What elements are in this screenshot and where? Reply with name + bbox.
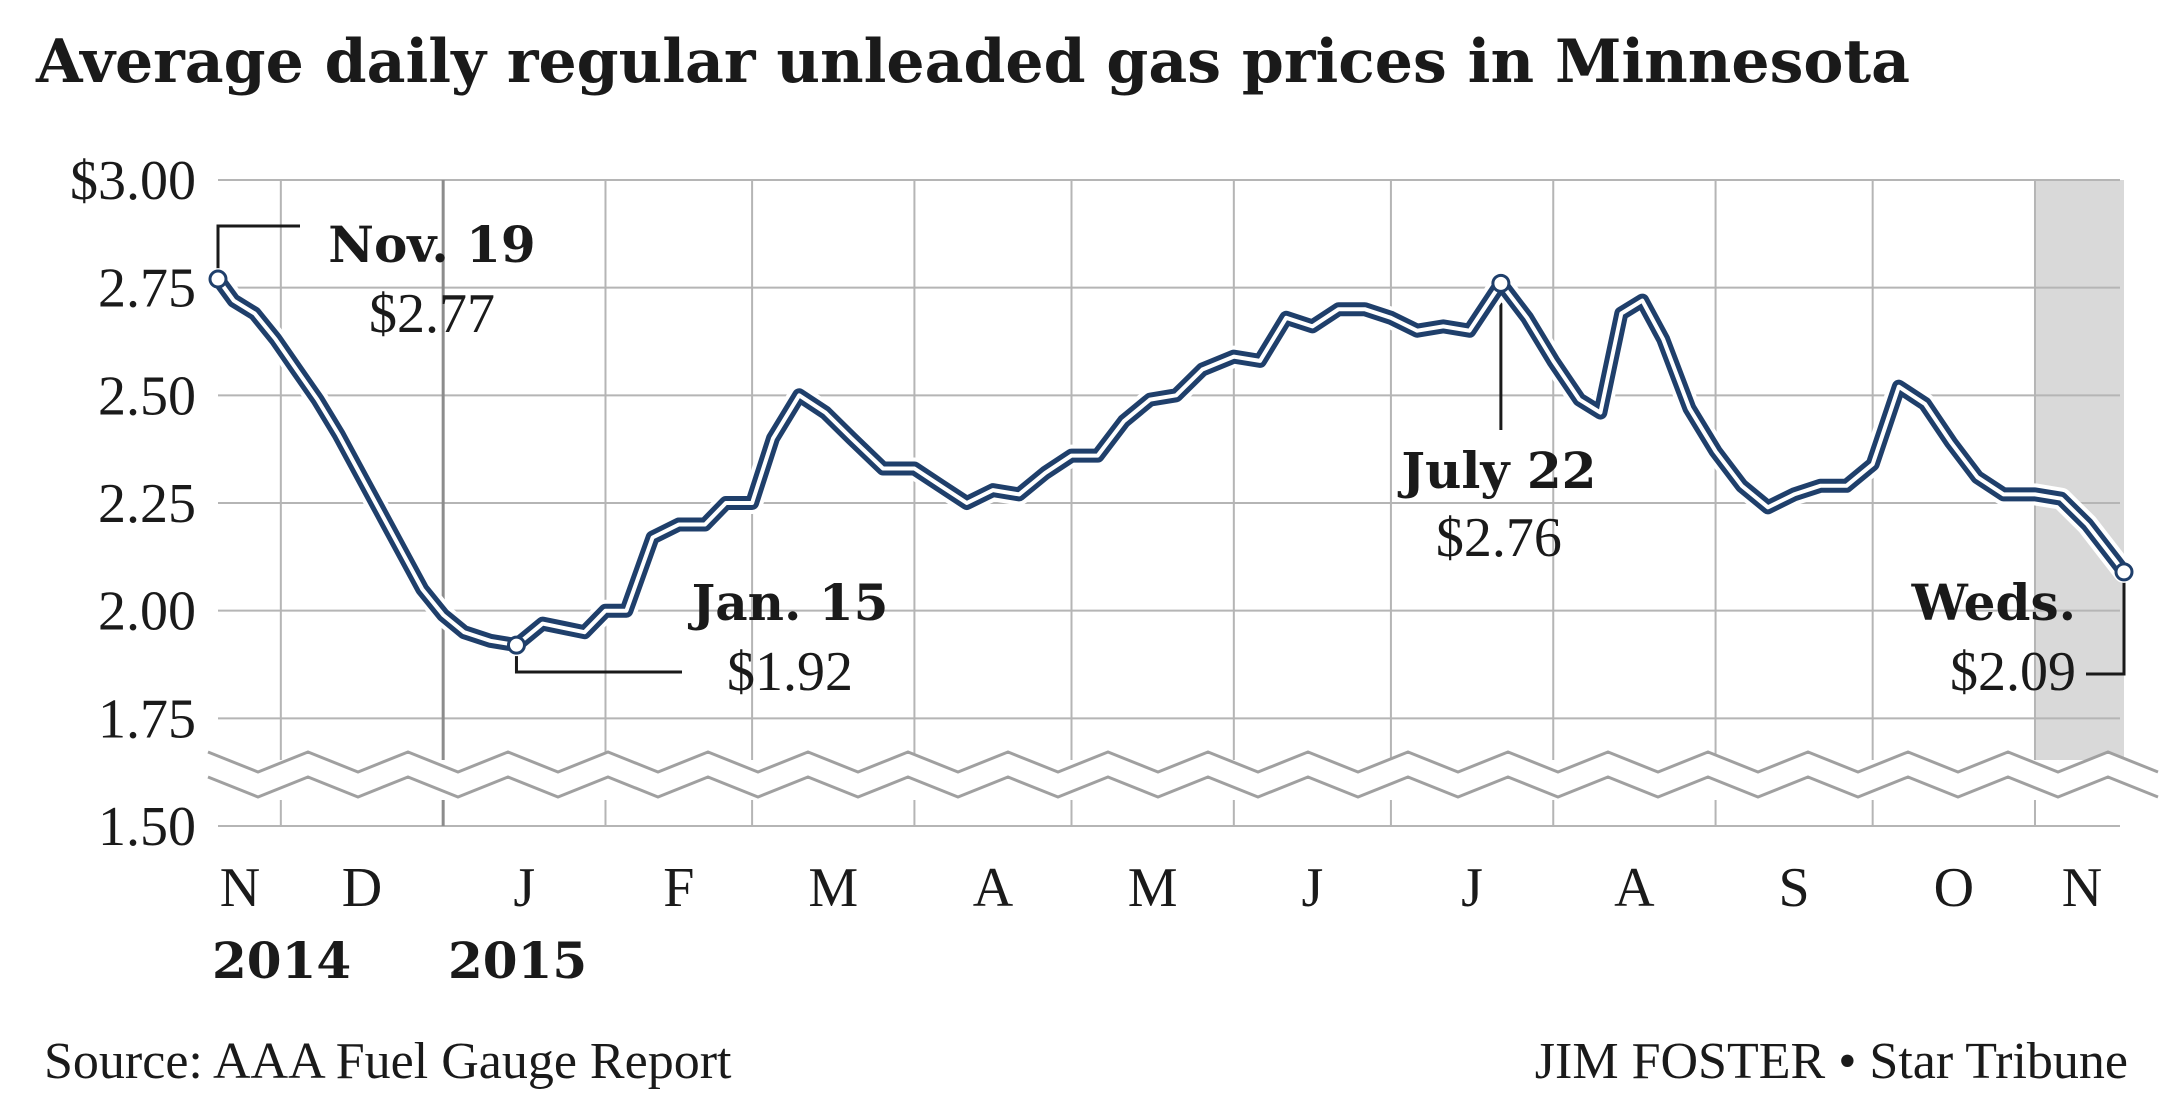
annotation-date: July 22 [1397,441,1596,500]
leader-line [514,645,682,674]
x-tick-label: O [1934,857,1974,919]
chart-title: Average daily regular unleaded gas price… [35,27,1910,97]
annotation-leaders [216,224,2126,676]
y-tick-label: 1.75 [98,688,196,750]
y-tick-label: 2.00 [98,581,196,643]
y-axis-labels: $3.00 2.75 2.50 2.25 2.00 1.75 1.50 [70,150,196,858]
annotation-labels: Nov. 19 $2.77 Jan. 15 $1.92 July 22 $2.76 Weds… [328,215,2076,703]
axis-break-line [207,750,2159,774]
gridlines [218,179,2120,827]
shaded-period [2034,180,2124,760]
y-tick-label: 2.50 [98,365,196,427]
x-tick-label: M [808,857,858,919]
y-tick-label: 1.50 [98,796,196,858]
x-tick-label: J [1301,857,1323,919]
series-line-group [207,268,2135,657]
annotation-points [208,269,2134,655]
year-labels: 2014 2015 [212,931,587,990]
y-tick-label: 2.75 [98,258,196,320]
annotation-point [1491,273,1511,293]
series-line-inner [216,277,2126,648]
x-tick-label: J [1461,857,1483,919]
annotation-price: $1.92 [727,641,853,703]
year-label: 2015 [448,931,587,990]
leader-line [2086,571,2126,676]
series-line [211,272,2131,653]
annotation-date: Jan. 15 [688,573,889,632]
axis-break [207,750,2160,800]
axis-break-line [207,775,2159,799]
source-note: Source: AAA Fuel Gauge Report [44,1033,732,1090]
x-tick-label: N [2062,857,2102,919]
x-tick-label: N [220,857,260,919]
year-label: 2014 [212,931,351,990]
credit-line: JIM FOSTER • Star Tribune [1535,1033,2128,1090]
annotation-date: Weds. [1911,573,2076,632]
x-tick-label: D [342,857,382,919]
annotation-date: Nov. 19 [328,215,535,274]
y-tick-label: 2.25 [98,473,196,535]
annotation-price: $2.76 [1436,507,1562,569]
annotation-price: $2.09 [1950,641,2076,703]
annotation-point [208,269,228,289]
series-line-halo [207,268,2135,657]
x-tick-label: A [1614,857,1655,919]
x-tick-label: A [973,857,1014,919]
x-tick-label: J [513,857,535,919]
x-tick-label: S [1779,857,1810,919]
annotation-price: $2.77 [369,283,495,345]
y-tick-label: $3.00 [70,150,196,212]
leader-line [216,224,300,275]
x-tick-label: M [1128,857,1178,919]
annotation-point [506,635,526,655]
x-tick-label: F [663,857,694,919]
annotation-point [2114,562,2134,582]
